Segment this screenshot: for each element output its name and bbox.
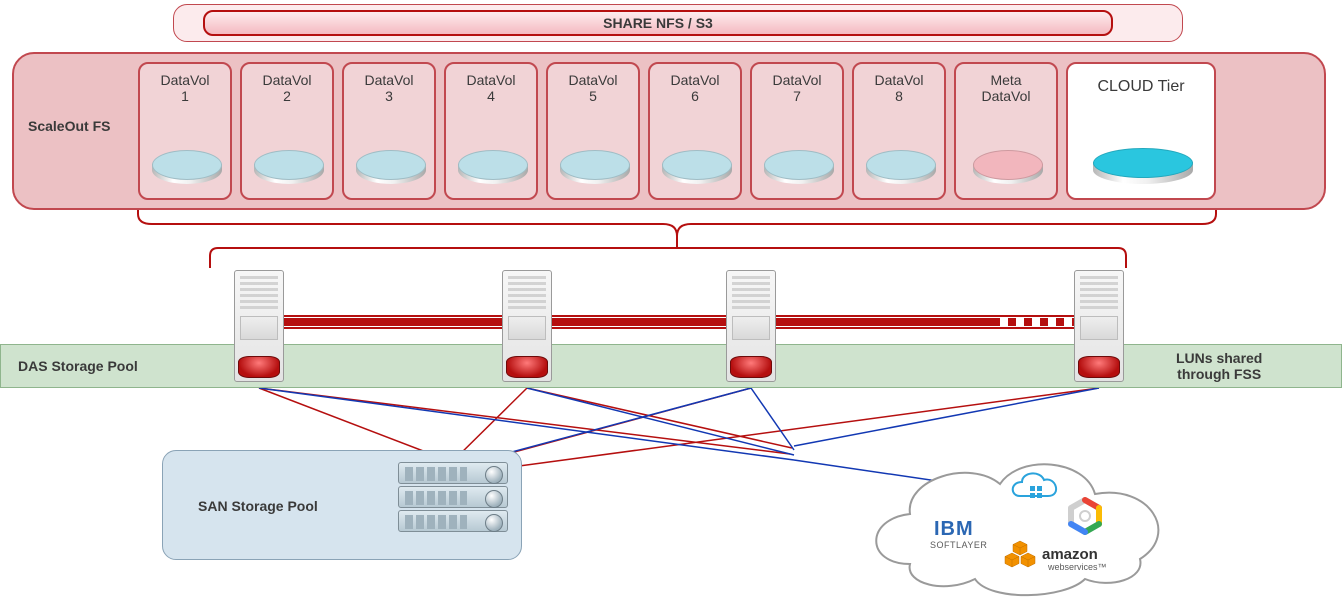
volume-6: DataVol7: [750, 62, 844, 200]
server-1: [228, 266, 290, 386]
interconnect-dash: [1000, 318, 1072, 326]
san-unit-1: [398, 486, 508, 508]
das-label: DAS Storage Pool: [18, 358, 138, 374]
volume-1: DataVol2: [240, 62, 334, 200]
disk-icon: [973, 150, 1043, 178]
volume-7: DataVol8: [852, 62, 946, 200]
disk-icon: [254, 150, 324, 178]
luns-line2: through FSS: [1177, 366, 1261, 382]
server-3: [720, 266, 782, 386]
san-stack: [398, 462, 508, 534]
volume-2: DataVol3: [342, 62, 436, 200]
cloud-label-softlayer: SOFTLAYER: [930, 540, 987, 550]
volume-9: CLOUD Tier: [1066, 62, 1216, 200]
cloud-label-amazon: amazon: [1042, 546, 1098, 563]
luns-line1: LUNs shared: [1176, 350, 1262, 366]
interconnect-1: [552, 318, 726, 326]
interconnect-0: [284, 318, 502, 326]
disk-icon: [1093, 148, 1193, 176]
share-banner: SHARE NFS / S3: [203, 10, 1113, 36]
disk-icon: [764, 150, 834, 178]
volume-3: DataVol4: [444, 62, 538, 200]
cloud-label-ibm: IBM: [934, 518, 974, 541]
cloud-label-webservices: webservices™: [1048, 562, 1107, 572]
disk-icon: [866, 150, 936, 178]
volume-8: MetaDataVol: [954, 62, 1058, 200]
volume-4: DataVol5: [546, 62, 640, 200]
server-4: [1068, 266, 1130, 386]
disk-icon: [356, 150, 426, 178]
disk-icon: [560, 150, 630, 178]
disk-icon: [152, 150, 222, 178]
luns-label: LUNs shared through FSS: [1176, 350, 1262, 382]
server-2: [496, 266, 558, 386]
scaleout-label: ScaleOut FS: [28, 118, 110, 134]
das-band: [0, 344, 1342, 388]
volume-0: DataVol1: [138, 62, 232, 200]
share-banner-label: SHARE NFS / S3: [603, 15, 713, 31]
disk-icon: [458, 150, 528, 178]
san-unit-2: [398, 510, 508, 532]
disk-icon: [662, 150, 732, 178]
san-label: SAN Storage Pool: [198, 498, 318, 514]
volume-5: DataVol6: [648, 62, 742, 200]
san-unit-0: [398, 462, 508, 484]
